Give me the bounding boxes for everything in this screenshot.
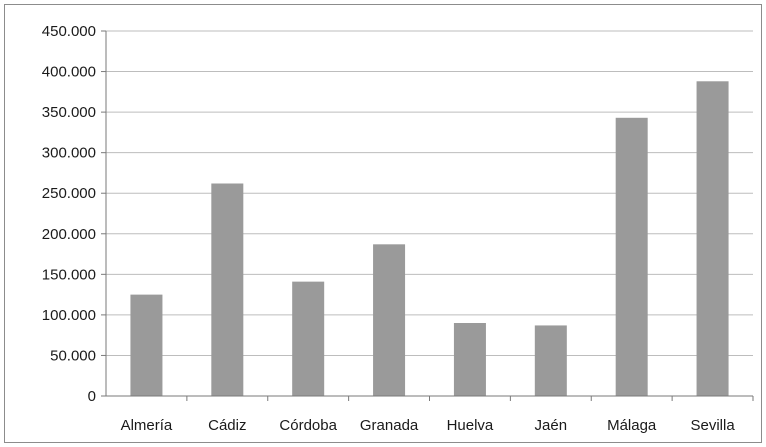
bar-granada (373, 244, 406, 396)
y-tick-label: 250.000 (42, 185, 96, 202)
x-tick-label: Málaga (607, 417, 657, 434)
x-tick-label: Huelva (447, 417, 494, 434)
bar-sevilla (696, 81, 729, 397)
bar-córdoba (292, 281, 325, 396)
x-tick-label: Cádiz (208, 417, 246, 434)
gridlines (106, 30, 753, 356)
x-tick-label: Jaén (535, 417, 568, 434)
x-tick-label: Córdoba (279, 417, 337, 434)
y-tick-label: 50.000 (50, 347, 96, 364)
y-axis-ticks: 0 50.000 100.000 150.000 200.000 250.000 300.0… (42, 23, 106, 405)
y-tick-label: 150.000 (42, 266, 96, 283)
bars (130, 81, 729, 397)
y-tick-label: 450.000 (42, 23, 96, 40)
y-tick-label: 400.000 (42, 64, 96, 81)
x-tick-label: Granada (360, 417, 419, 434)
bar-cádiz (211, 183, 244, 396)
y-tick-label: 350.000 (42, 104, 96, 121)
x-axis-labels: Almería Cádiz Córdoba Granada Huelva Jaén Mála… (121, 396, 754, 434)
y-tick-label: 300.000 (42, 145, 96, 162)
y-tick-label: 0 (88, 388, 96, 405)
bar-jaén (534, 325, 567, 396)
x-tick-label: Almería (121, 417, 173, 434)
bar-almería (130, 294, 163, 396)
y-tick-label: 100.000 (42, 307, 96, 324)
y-tick-label: 200.000 (42, 226, 96, 243)
x-tick-label: Sevilla (690, 417, 735, 434)
bar-huelva (453, 323, 486, 396)
bar-málaga (615, 117, 648, 397)
